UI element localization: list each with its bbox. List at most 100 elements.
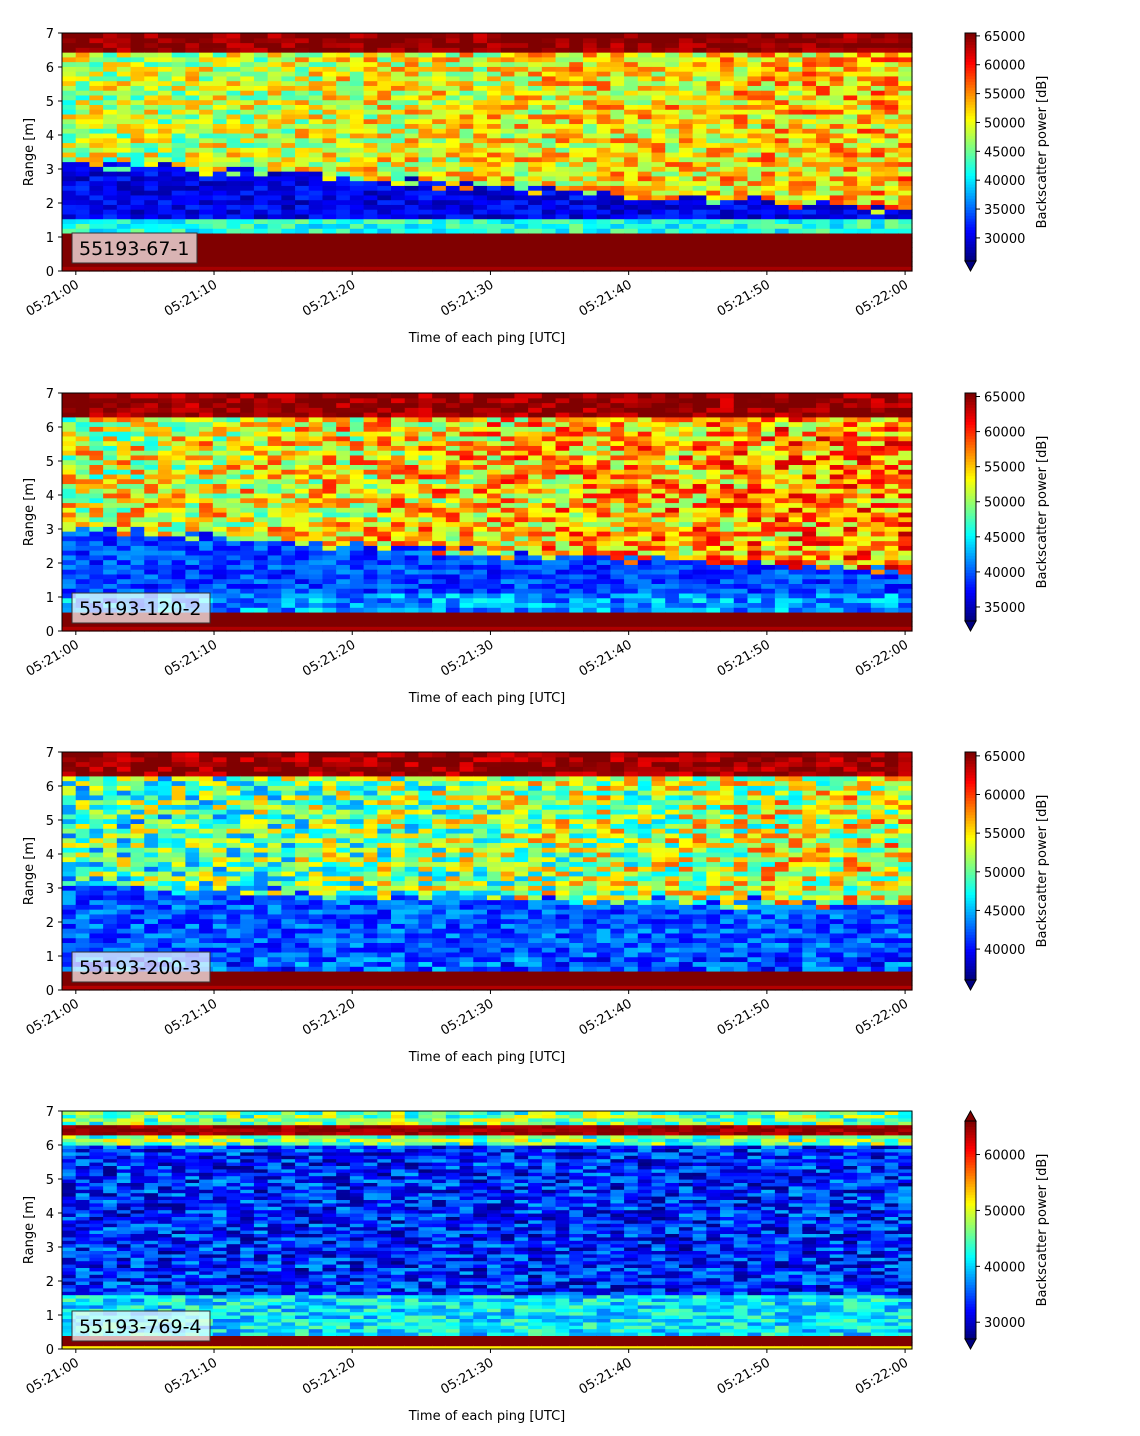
colorbar-segment	[965, 215, 976, 219]
heatmap-cell	[404, 156, 420, 163]
heatmap-cell	[747, 185, 762, 191]
heatmap-cell	[788, 175, 803, 182]
heatmap-cell	[349, 37, 365, 44]
heatmap-cell	[322, 171, 337, 177]
heatmap-cell	[418, 607, 433, 613]
heatmap-cell	[829, 137, 845, 144]
heatmap-cell	[157, 161, 173, 167]
heatmap-cell	[349, 194, 365, 201]
heatmap-cell	[308, 559, 324, 565]
heatmap-cell	[336, 52, 351, 58]
heatmap-cell	[514, 440, 529, 446]
heatmap-cell	[377, 123, 392, 129]
heatmap-cell	[62, 469, 77, 475]
heatmap-cell	[75, 478, 91, 485]
heatmap-cell	[514, 526, 529, 532]
heatmap-cell	[185, 223, 200, 229]
heatmap-cell	[212, 507, 228, 513]
heatmap-cell	[267, 473, 282, 480]
heatmap-cell	[185, 554, 200, 561]
heatmap-cell	[212, 52, 228, 58]
heatmap-cell	[226, 459, 241, 465]
heatmap-cell	[212, 573, 228, 580]
heatmap-cell	[802, 42, 817, 48]
heatmap-cell	[747, 137, 762, 144]
heatmap-cell	[706, 85, 721, 91]
heatmap-cell	[336, 521, 351, 527]
heatmap-cell	[377, 488, 392, 494]
heatmap-cell	[130, 421, 145, 427]
heatmap-cell	[541, 71, 557, 77]
heatmap-cell	[884, 242, 899, 248]
heatmap-cell	[62, 94, 77, 101]
heatmap-cell	[500, 616, 516, 623]
heatmap-cell	[240, 137, 255, 144]
heatmap-cell	[377, 407, 392, 413]
heatmap-cell	[199, 435, 214, 442]
heatmap-cell	[377, 142, 392, 148]
heatmap-cell	[377, 171, 392, 177]
heatmap-cell	[226, 488, 241, 494]
heatmap-cell	[185, 421, 200, 427]
heatmap-cell	[761, 199, 776, 205]
heatmap-cell	[281, 583, 296, 589]
heatmap-cell	[226, 52, 241, 58]
heatmap-cell	[322, 473, 337, 480]
heatmap-cell	[103, 626, 118, 632]
heatmap-cell	[103, 132, 118, 139]
heatmap-cell	[788, 261, 803, 267]
heatmap-cell	[185, 147, 200, 153]
heatmap-cell	[322, 218, 337, 224]
heatmap-cell	[678, 85, 694, 91]
heatmap-cell	[514, 545, 529, 551]
heatmap-cell	[171, 42, 186, 48]
heatmap-cell	[157, 218, 173, 224]
heatmap-cell	[157, 412, 173, 418]
heatmap-cell	[514, 611, 529, 618]
heatmap-cell	[103, 583, 118, 589]
heatmap-cell	[624, 52, 639, 58]
heatmap-cell	[62, 213, 77, 220]
heatmap-cell	[144, 90, 159, 96]
heatmap-cell	[349, 213, 365, 220]
heatmap-cell	[432, 52, 447, 58]
heatmap-cell	[336, 180, 351, 186]
heatmap-cell	[281, 502, 296, 508]
heatmap-cell	[336, 61, 351, 67]
heatmap-cell	[240, 80, 255, 86]
heatmap-cell	[432, 232, 447, 239]
heatmap-cell	[541, 47, 557, 53]
heatmap-cell	[445, 185, 461, 191]
heatmap-cell	[130, 535, 145, 542]
heatmap-cell	[555, 113, 570, 120]
heatmap-cell	[295, 209, 310, 215]
heatmap-cell	[171, 185, 186, 191]
heatmap-cell	[418, 550, 433, 556]
heatmap-cell	[308, 473, 324, 480]
heatmap-cell	[637, 113, 653, 120]
heatmap-cell	[596, 171, 611, 177]
heatmap-cell	[487, 459, 502, 465]
heatmap-cell	[363, 512, 378, 518]
heatmap-cell	[130, 228, 145, 234]
heatmap-cell	[843, 75, 858, 82]
heatmap-cell	[363, 431, 378, 437]
heatmap-cell	[541, 52, 557, 58]
heatmap-cell	[870, 71, 886, 77]
heatmap-cell	[706, 185, 721, 191]
heatmap-cell	[253, 554, 269, 561]
heatmap-cell	[692, 194, 707, 201]
heatmap-cell	[569, 104, 584, 110]
heatmap-cell	[349, 118, 365, 125]
heatmap-cell	[459, 483, 474, 489]
heatmap-cell	[651, 180, 666, 186]
heatmap-cell	[473, 426, 488, 432]
heatmap-cell	[843, 33, 858, 39]
heatmap-cell	[487, 147, 502, 153]
heatmap-cell	[267, 56, 282, 63]
heatmap-cell	[761, 218, 776, 224]
heatmap-cell	[665, 47, 680, 53]
heatmap-cell	[144, 412, 159, 418]
heatmap-cell	[459, 611, 474, 618]
heatmap-cell	[391, 42, 406, 48]
